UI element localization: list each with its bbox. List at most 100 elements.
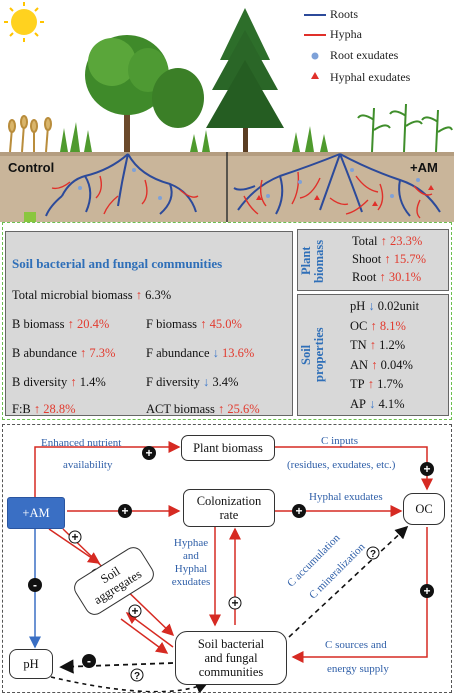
- svg-text:+: +: [121, 504, 128, 518]
- soil-property-5-row: TP ↑ 1.7%: [350, 377, 403, 392]
- svg-text:+: +: [295, 504, 302, 518]
- sign-plus-7: +: [128, 604, 142, 618]
- plant-biomass-1-arrow-icon: ↑: [377, 234, 391, 248]
- soil-property-5-value: 1.7%: [377, 377, 404, 391]
- legend-roots: Roots: [330, 7, 359, 21]
- plant-biomass-2-row: Shoot ↑ 15.7%: [352, 252, 426, 267]
- diagram-arrows: + + + + + + + + + - - ? ?: [28, 441, 434, 692]
- plant-biomass-3-arrow-icon: ↑: [376, 270, 389, 284]
- communities-2-label: B biomass: [12, 317, 65, 331]
- communities-6-arrow-icon: ↑: [67, 375, 80, 389]
- am-node: +AM: [7, 497, 65, 529]
- sign-plus-9: +: [420, 584, 434, 598]
- communities-node: Soil bacterial and fungal communities: [175, 631, 287, 685]
- soil-property-4-label: AN: [350, 357, 369, 372]
- plant-biomass-3-value: 30.1%: [388, 270, 422, 284]
- sign-minus-1: -: [28, 578, 42, 592]
- communities-1-row: Total microbial biomass ↑ 6.3%: [12, 288, 171, 303]
- communities-5-row: F abundance ↓ 13.6%: [146, 346, 254, 361]
- svg-text:?: ?: [370, 549, 376, 560]
- communities-7-arrow-icon: ↓: [199, 375, 213, 389]
- soil-property-4-value: 0.04%: [380, 357, 413, 372]
- svg-text:+: +: [131, 604, 138, 618]
- wheat-icon: [8, 115, 52, 153]
- sign-question-2: ?: [130, 668, 144, 682]
- c-inputs-label: C inputs: [321, 435, 358, 447]
- communities-6-label: B diversity: [12, 375, 68, 389]
- plant-biomass-panel: Plant biomass Total ↑ 23.3% Shoot ↑ 15.7% R…: [297, 229, 449, 291]
- communities-8-arrow-icon: ↑: [30, 402, 44, 416]
- communities-1-arrow-icon: ↑: [132, 288, 146, 302]
- colonization-rate-node: Colonization rate: [183, 489, 275, 527]
- am-hyphae: [243, 171, 433, 219]
- communities-3-label: F biomass: [146, 317, 198, 331]
- plant-biomass-title: Plant biomass: [299, 239, 326, 283]
- plant-biomass-1-value: 23.3%: [390, 234, 423, 248]
- soil-property-2-arrow-icon: ↑: [367, 318, 380, 333]
- communities-2-row: B biomass ↑ 20.4%: [12, 317, 109, 332]
- corn-icon: [357, 103, 453, 153]
- soil-property-1-row: pH ↓ 0.02unit: [350, 299, 419, 314]
- soil-property-4-arrow-icon: ↑: [368, 357, 381, 372]
- soil-property-3-arrow-icon: ↑: [366, 338, 380, 352]
- soil-property-5-label: TP: [350, 377, 365, 391]
- plant-biomass-3-label: Root: [352, 270, 377, 284]
- plant-biomass-2-value: 15.7%: [393, 252, 426, 266]
- communities-7-row: F diversity ↓ 3.4%: [146, 375, 238, 390]
- communities-6-value: 1.4%: [79, 375, 106, 389]
- communities-2-arrow-icon: ↑: [64, 317, 77, 331]
- soil-property-1-label: pH: [350, 299, 366, 313]
- svg-text:+: +: [71, 530, 78, 544]
- soil-property-6-value: 4.1%: [378, 396, 405, 411]
- communities-2-value: 20.4%: [76, 317, 110, 331]
- communities-8-value: 28.8%: [43, 402, 76, 416]
- svg-text:-: -: [33, 578, 37, 592]
- legend-root-exudates: Root exudates: [330, 48, 399, 62]
- soil-property-4-row: AN ↑ 0.04%: [350, 358, 413, 373]
- svg-text:+: +: [231, 596, 238, 610]
- conifer-tree-icon: [206, 8, 284, 152]
- sign-plus-3: +: [118, 504, 132, 518]
- communities-9-arrow-icon: ↑: [214, 402, 228, 416]
- plant-biomass-node: Plant biomass: [181, 435, 275, 461]
- soil-property-6-arrow-icon: ↓: [365, 396, 379, 411]
- svg-text:?: ?: [134, 671, 140, 682]
- oc-node: OC: [403, 493, 445, 525]
- communities-3-row: F biomass ↑ 45.0%: [146, 317, 242, 332]
- sign-plus-8: +: [228, 596, 242, 610]
- sun-icon: [4, 2, 44, 42]
- communities-1-value: 6.3%: [145, 288, 172, 302]
- energy-supply-label: energy supply: [327, 663, 389, 675]
- plant-biomass-1-label: Total: [352, 234, 378, 248]
- availability-label: availability: [63, 459, 113, 471]
- communities-8-row: F:B ↑ 28.8%: [12, 402, 76, 417]
- mechanism-diagram: + + + + + + + + + - - ? ? +AM Plant biom…: [2, 424, 452, 693]
- communities-4-label: B abundance: [12, 346, 77, 360]
- plant-biomass-1-row: Total ↑ 23.3%: [352, 234, 422, 249]
- ph-node: pH: [9, 649, 53, 679]
- communities-5-value: 13.6%: [222, 346, 255, 360]
- communities-7-label: F diversity: [146, 375, 200, 389]
- communities-9-value: 25.6%: [227, 402, 260, 416]
- root-exudates: [78, 168, 420, 200]
- am-label: +AM: [410, 160, 438, 175]
- communities-6-row: B diversity ↑ 1.4%: [12, 375, 106, 390]
- soil-property-1-value: 0.02unit: [377, 299, 420, 313]
- svg-text:+: +: [145, 446, 152, 460]
- legend-hyphal-exudates: Hyphal exudates: [330, 70, 411, 84]
- communities-3-value: 45.0%: [209, 317, 242, 331]
- communities-1-label: Total microbial biomass: [12, 288, 133, 302]
- communities-9-row: ACT biomass ↑ 25.6%: [146, 402, 260, 417]
- communities-4-row: B abundance ↑ 7.3%: [12, 346, 115, 361]
- communities-5-arrow-icon: ↓: [209, 346, 223, 360]
- deciduous-tree-icon: [85, 35, 204, 152]
- soil-property-3-label: TN: [350, 338, 367, 352]
- legend-hypha: Hypha: [330, 27, 362, 41]
- soil-property-2-value: 8.1%: [379, 318, 406, 333]
- plant-biomass-3-row: Root ↑ 30.1%: [352, 270, 421, 285]
- hyphae-exudates-label: Hyphae and Hyphal exudates: [171, 537, 211, 588]
- sign-plus-1: +: [142, 446, 156, 460]
- soil-property-6-label: AP: [350, 396, 366, 411]
- soil-property-3-row: TN ↑ 1.2%: [350, 338, 405, 353]
- communities-9-label: ACT biomass: [146, 402, 215, 416]
